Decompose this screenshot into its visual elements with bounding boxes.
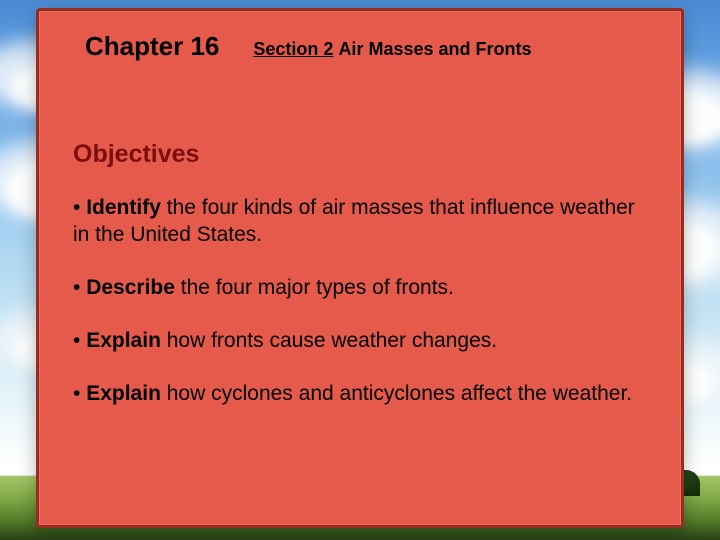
bullet: • [73,382,80,405]
objective-item: • Describe the four major types of front… [73,275,653,302]
objective-lead: Identify [86,196,161,219]
objectives-heading: Objectives [73,140,653,169]
section-line: Section 2 Air Masses and Fronts [253,39,531,60]
objective-lead: Explain [86,382,161,405]
chapter-label: Chapter 16 [85,31,219,62]
header-row: Chapter 16 Section 2 Air Masses and Fron… [67,25,653,66]
slide-stage: Chapter 16 Section 2 Air Masses and Fron… [0,0,720,540]
objective-lead: Explain [86,329,161,352]
objectives-list: • Identify the four kinds of air masses … [73,195,653,407]
bullet: • [73,329,80,352]
objective-rest: how cyclones and anticyclones affect the… [161,382,632,405]
objective-rest: the four major types of fronts. [175,276,454,299]
bullet: • [73,196,80,219]
section-label: Section 2 [253,39,333,59]
objective-item: • Identify the four kinds of air masses … [73,195,653,249]
bullet: • [73,276,80,299]
content-panel: Chapter 16 Section 2 Air Masses and Fron… [36,8,684,528]
objective-item: • Explain how cyclones and anticyclones … [73,381,653,408]
objective-item: • Explain how fronts cause weather chang… [73,328,653,355]
objective-lead: Describe [86,276,175,299]
objective-rest: how fronts cause weather changes. [161,329,497,352]
section-title: Air Masses and Fronts [338,39,531,59]
